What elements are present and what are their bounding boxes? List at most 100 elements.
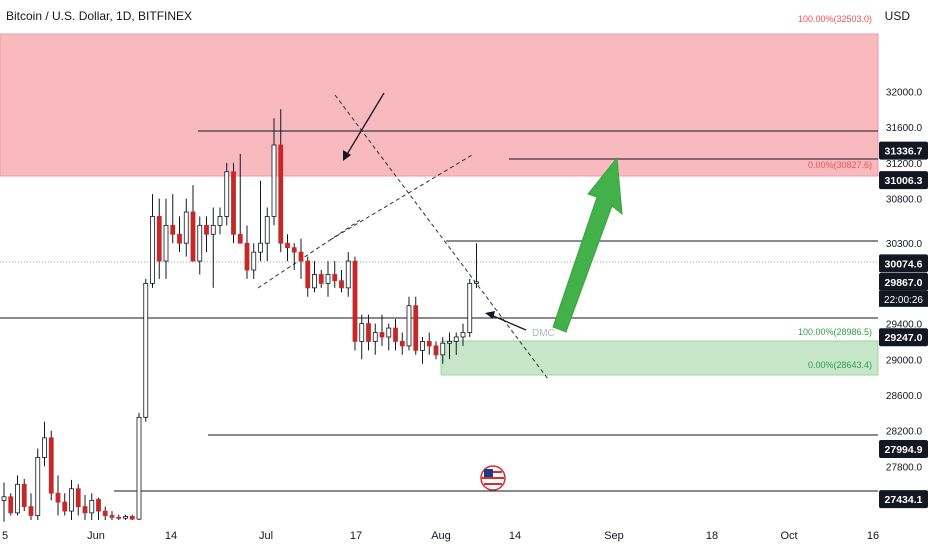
candle-up[interactable] <box>35 457 41 516</box>
candle-up[interactable] <box>123 516 128 519</box>
candle-up[interactable] <box>258 242 263 253</box>
candle-up[interactable] <box>460 332 466 338</box>
candle-down[interactable] <box>366 323 371 342</box>
candle-down[interactable] <box>393 327 398 342</box>
candle-up[interactable] <box>453 336 459 342</box>
candle-down[interactable] <box>426 341 432 347</box>
candle-up[interactable] <box>406 305 412 347</box>
candle-down[interactable] <box>102 510 108 516</box>
time-tick-label: 17 <box>350 530 362 542</box>
price-label-text: 30074.6 <box>885 258 923 270</box>
resistance-zone[interactable] <box>0 33 879 177</box>
time-tick-label: Jul <box>259 530 273 542</box>
candle-up[interactable] <box>183 211 189 244</box>
candle-down[interactable] <box>55 492 61 503</box>
candle-up[interactable] <box>359 323 365 342</box>
candle-down[interactable] <box>244 242 250 271</box>
candle-up[interactable] <box>372 332 378 342</box>
price-tick-label: 30300.0 <box>886 239 923 250</box>
candle-up[interactable] <box>210 224 216 235</box>
candle-down[interactable] <box>8 496 14 514</box>
candle-down[interactable] <box>170 224 176 235</box>
candle-down[interactable] <box>318 274 324 284</box>
candle-down[interactable] <box>62 501 68 512</box>
candle-down[interactable] <box>156 216 162 262</box>
candle-down[interactable] <box>298 251 304 262</box>
dmc-arrow-line <box>490 314 527 331</box>
candle-up[interactable] <box>440 342 446 356</box>
price-label-text: 27434.1 <box>885 494 923 506</box>
price-label-box <box>879 141 928 160</box>
candle-up[interactable] <box>136 416 142 520</box>
candle-down[interactable] <box>413 305 419 351</box>
support-zone[interactable] <box>440 340 879 376</box>
support-top-label: 100.00%(28986.5) <box>798 327 872 337</box>
candle-down[interactable] <box>305 260 311 289</box>
price-label-text: 31336.7 <box>885 146 923 158</box>
candle-up[interactable] <box>345 260 351 289</box>
candle-up[interactable] <box>264 216 270 244</box>
candle-up[interactable] <box>271 144 277 217</box>
candle-up[interactable] <box>1 496 7 501</box>
candle-down[interactable] <box>231 171 236 235</box>
candle-down[interactable] <box>285 242 290 249</box>
candle-down[interactable] <box>129 516 135 520</box>
candle-up[interactable] <box>163 224 169 262</box>
candle-down[interactable] <box>332 274 338 282</box>
candle-down[interactable] <box>399 341 405 347</box>
candle-up[interactable] <box>217 216 223 226</box>
candle-down[interactable] <box>190 211 196 262</box>
candle-up[interactable] <box>69 488 74 512</box>
candle-up[interactable] <box>420 341 425 351</box>
candle-down[interactable] <box>237 233 243 244</box>
candle-up[interactable] <box>197 224 203 262</box>
candle-up[interactable] <box>143 282 149 418</box>
price-tick-label: 29400.0 <box>886 320 923 331</box>
arrowhead-icon <box>343 150 351 161</box>
descending-trendline[interactable] <box>334 94 549 380</box>
price-label-box <box>879 171 928 190</box>
candle-down[interactable] <box>291 247 297 253</box>
resistance-top-label: 100.00%(32503.0) <box>798 14 872 24</box>
candle-down[interactable] <box>352 260 358 342</box>
candle-up[interactable] <box>325 274 331 284</box>
candle-up[interactable] <box>150 216 155 284</box>
price-label-text: 29867.0 <box>885 277 923 289</box>
time-tick-label: 14 <box>509 530 521 542</box>
candle-up[interactable] <box>251 251 257 271</box>
candle-down[interactable] <box>204 224 209 235</box>
candle-down[interactable] <box>278 144 284 244</box>
candle-up[interactable] <box>89 499 95 514</box>
currency-selector[interactable]: USD <box>884 9 910 23</box>
price-tick-label: 29000.0 <box>886 355 923 366</box>
price-axis[interactable]: 32000.0 31600.0 31200.0 30800.0 30300.0 29400… <box>886 87 923 473</box>
candle-up[interactable] <box>42 437 47 458</box>
candle-up[interactable] <box>474 281 479 284</box>
candle-down[interactable] <box>379 332 385 338</box>
candle-down[interactable] <box>177 233 182 244</box>
price-tick-label: 28200.0 <box>886 427 923 438</box>
time-tick-label: 14 <box>165 530 177 542</box>
candle-down[interactable] <box>82 506 88 514</box>
candle-down[interactable] <box>28 506 34 516</box>
candle-down[interactable] <box>116 516 122 519</box>
candle-up[interactable] <box>447 341 452 344</box>
bullish-projection-arrow[interactable] <box>552 156 623 333</box>
time-axis[interactable]: 5 Jun 14 Jul 17 Aug 14 Sep 18 Oct 16 <box>2 530 879 542</box>
candle-down[interactable] <box>339 280 344 289</box>
annotation-arrow-line <box>345 92 385 157</box>
candle-down[interactable] <box>48 437 54 494</box>
candle-down[interactable] <box>21 483 27 508</box>
candle-up[interactable] <box>467 282 473 333</box>
candle-up[interactable] <box>15 483 20 514</box>
candle-down[interactable] <box>109 515 115 518</box>
candle-up[interactable] <box>224 171 230 217</box>
candle-down[interactable] <box>96 499 101 512</box>
candle-up[interactable] <box>386 327 392 338</box>
us-flag-icon[interactable] <box>480 465 506 491</box>
candle-down[interactable] <box>75 488 81 508</box>
candle-up[interactable] <box>312 274 317 289</box>
price-label-box <box>879 490 928 509</box>
candle-down[interactable] <box>433 345 439 356</box>
